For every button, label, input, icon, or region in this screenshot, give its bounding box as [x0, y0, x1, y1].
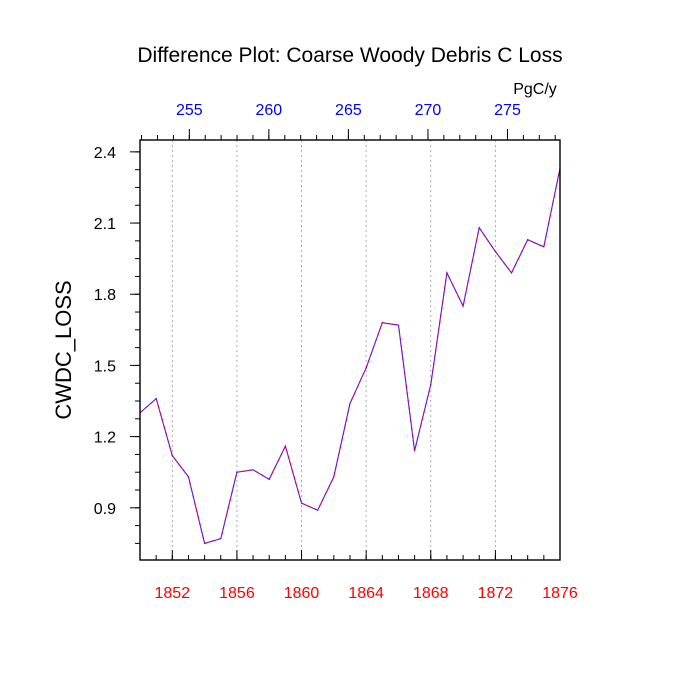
data-point [543, 246, 545, 248]
chart-title: Difference Plot: Coarse Woody Debris C L… [137, 44, 562, 67]
x-tick-label-1868: 1868 [413, 585, 449, 602]
data-point [187, 476, 190, 478]
series-line-base-0 [139, 168, 561, 545]
y-axis-label: CWDC_LOSS [51, 280, 76, 419]
grid-lines [171, 140, 496, 560]
x-tick-label-1852: 1852 [155, 585, 191, 602]
data-point [349, 402, 351, 404]
data-point [333, 476, 335, 478]
data-point [284, 445, 286, 447]
y-tick-label-2.1: 2.1 [94, 216, 116, 233]
data-point [478, 227, 480, 229]
x-tick-label-1876: 1876 [542, 585, 578, 602]
top-tick-label-275: 275 [494, 102, 521, 119]
data-point [527, 239, 529, 241]
top-tick-label-265: 265 [335, 102, 362, 119]
y-tick-label-1.8: 1.8 [94, 287, 116, 304]
top-tick-label-270: 270 [415, 102, 442, 119]
data-point [300, 502, 303, 504]
units-label: PgC/y [513, 81, 557, 98]
data-point [462, 305, 464, 307]
data-point [446, 272, 448, 274]
data-point [171, 454, 173, 457]
series-group [139, 167, 561, 545]
x-tick-label-1860: 1860 [284, 585, 320, 602]
axes: 1852 1856 1860 1864 1868 1872 1876 255 260 265 270… [94, 102, 578, 602]
data-point [414, 450, 416, 452]
x-tick-label-1856: 1856 [219, 585, 255, 602]
data-point [365, 367, 367, 369]
top-tick-label-255: 255 [176, 102, 203, 119]
data-point [220, 538, 222, 540]
data-point [236, 471, 238, 473]
data-point [204, 542, 206, 544]
data-point [430, 383, 432, 386]
data-point [268, 478, 270, 480]
y-tick-label-2.4: 2.4 [94, 145, 116, 162]
y-tick-label-1.2: 1.2 [94, 430, 116, 447]
data-point [317, 509, 319, 511]
series-line-0 [139, 168, 561, 545]
data-point [510, 272, 513, 274]
y-tick-label-1.5: 1.5 [94, 358, 116, 375]
y-tick-label-0.9: 0.9 [94, 501, 116, 518]
data-point [494, 250, 496, 253]
x-tick-label-1872: 1872 [478, 585, 514, 602]
x-tick-label-1864: 1864 [348, 585, 384, 602]
data-point [397, 324, 400, 326]
data-point [381, 322, 383, 324]
top-tick-label-260: 260 [256, 102, 283, 119]
data-point [252, 469, 254, 471]
plot-frame [139, 139, 561, 561]
data-point [155, 398, 157, 400]
